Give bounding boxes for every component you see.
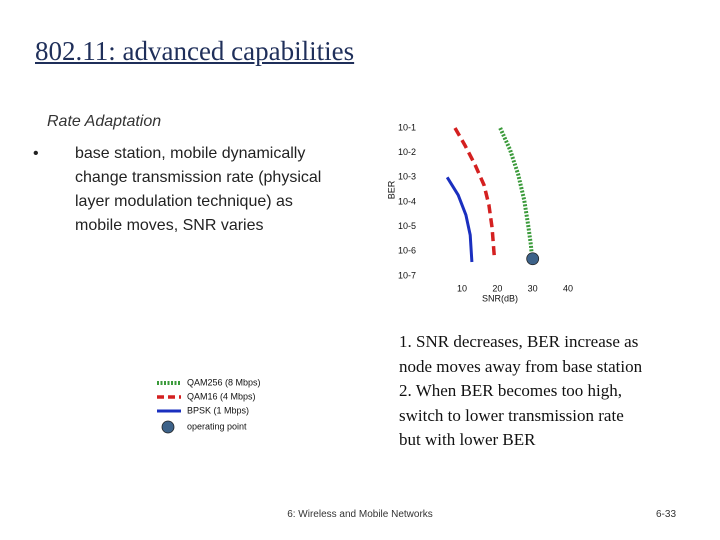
bullet-dot: • [33,145,39,162]
bullet: • base station, mobile dynamically change… [33,142,333,238]
bullet-text: base station, mobile dynamically change … [75,145,322,234]
x-tick-label: 10 [457,283,467,293]
note: 1. SNR decreases, BER increase as node m… [399,332,643,376]
legend-label: BPSK (1 Mbps) [187,405,249,415]
x-tick-label: 20 [492,283,502,293]
legend-label: QAM256 (8 Mbps) [187,377,261,387]
y-tick-label: 10-3 [398,172,416,182]
series-line [453,127,496,256]
footer: 6: Wireless and Mobile Networks [287,509,433,520]
x-tick-label: 40 [563,283,573,293]
notes: 1. SNR decreases, BER increase as node m… [399,330,649,453]
legend-swatch [161,420,175,434]
y-axis-label: BER [386,180,396,199]
y-tick-label: 10-7 [398,270,416,280]
slide-title: 802.11: advanced capabilities [35,36,355,66]
series-line [445,176,474,263]
legend-label: QAM16 (4 Mbps) [187,391,256,401]
y-tick-label: 10-6 [398,246,416,256]
subtitle: Rate Adaptation [47,113,162,130]
series-line [498,127,534,259]
y-tick-label: 10-2 [398,147,416,157]
x-tick-label: 30 [528,283,538,293]
x-axis-label: SNR(dB) [482,293,518,303]
note: 2. When BER becomes too high, switch to … [399,381,624,449]
y-tick-label: 10-4 [398,196,416,206]
page-number: 6-33 [656,509,677,520]
operating-point [526,252,540,266]
y-tick-label: 10-5 [398,221,416,231]
legend-label: operating point [187,421,247,431]
y-tick-label: 10-1 [398,122,416,132]
